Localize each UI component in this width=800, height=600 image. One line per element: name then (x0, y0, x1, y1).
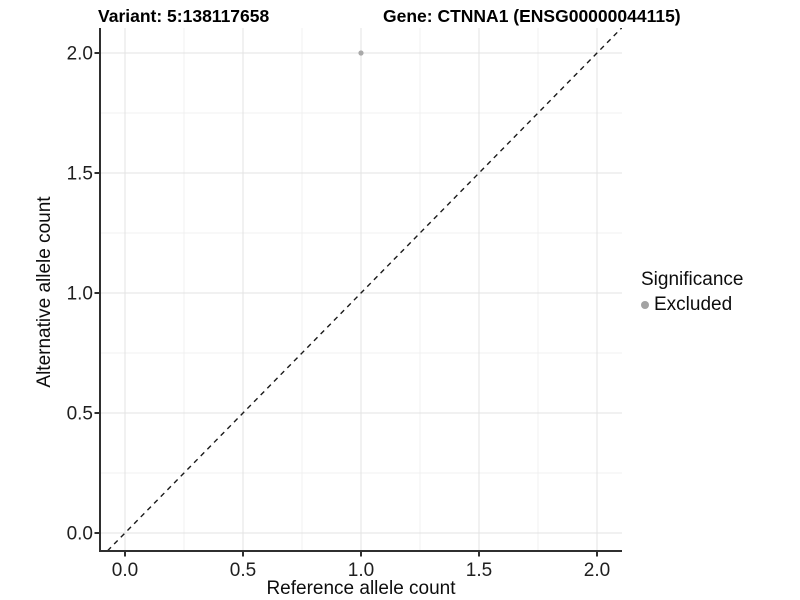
x-tick-label: 1.5 (466, 560, 492, 581)
legend-item-excluded: Excluded (641, 294, 743, 316)
x-tick-label: 0.5 (230, 560, 256, 581)
y-tick-label: 1.5 (67, 164, 93, 185)
legend-item-label: Excluded (654, 294, 733, 315)
data-point-excluded (358, 50, 364, 56)
legend-point-icon (641, 301, 649, 309)
plot-title-variant: Variant: 5:138117658 (98, 6, 270, 26)
x-tick-label: 0.0 (112, 560, 138, 581)
y-tick-label: 0.0 (67, 524, 93, 545)
y-tick-label: 0.5 (67, 404, 93, 425)
plot-title-gene: Gene: CTNNA1 (ENSG00000044115) (383, 6, 681, 26)
legend: Significance Excluded (641, 269, 743, 316)
x-tick-label: 1.0 (348, 560, 374, 581)
x-tick-label: 2.0 (584, 560, 610, 581)
identity-dashed-line (106, 28, 622, 551)
y-axis-title: Alternative allele count (34, 196, 55, 388)
legend-title: Significance (641, 269, 744, 290)
y-tick-label: 2.0 (67, 44, 93, 65)
x-axis-title: Reference allele count (266, 578, 456, 599)
y-tick-label: 1.0 (67, 284, 93, 305)
